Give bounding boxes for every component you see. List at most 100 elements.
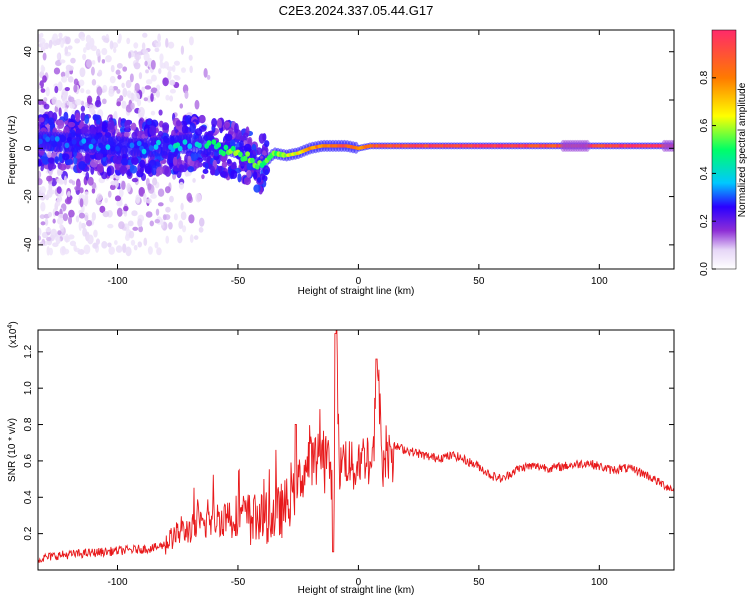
spectrogram-cloud [217, 165, 223, 172]
spectrogram-speckle [121, 82, 125, 88]
spectrogram-speckle [38, 235, 42, 241]
colorbar-tick-label: 0.6 [699, 118, 710, 132]
spectrogram-y-axis-label: Frequency (Hz) [7, 116, 18, 185]
spectrogram-speckle [150, 74, 157, 82]
spectrogram-speckle [144, 60, 148, 67]
spectrogram-ridge-cell [136, 140, 142, 147]
spectrogram-x-ticks: -100 -50 0 50 100 [107, 30, 608, 287]
spectrogram-speckle [113, 47, 117, 53]
spectrogram-ridge-cell [148, 145, 154, 151]
spectrogram-speckle [122, 243, 127, 254]
spectrogram-speckle [38, 178, 43, 186]
spectrogram-x-tick-label: -50 [231, 276, 246, 287]
spectrogram-speckle [154, 218, 161, 224]
spectrogram-speckle [132, 226, 139, 231]
spectrogram-cloud [189, 122, 196, 134]
spectrogram-speckle [64, 86, 70, 92]
spectrogram-speckle [154, 47, 160, 53]
spectrogram-speckle [127, 220, 134, 227]
spectrogram-cloud [246, 169, 252, 178]
spectrogram-speckle [48, 247, 54, 256]
spectrogram-speckle [60, 39, 64, 48]
spectrogram-speckle [45, 86, 50, 97]
spectrogram-speckle [58, 32, 63, 39]
spectrogram-speckle [198, 217, 205, 227]
spectrogram-speckle [116, 207, 123, 217]
spectrogram-speckle [75, 215, 80, 223]
spectrogram-cloud [190, 151, 199, 162]
spectrogram-speckle [56, 186, 62, 194]
snr-x-ticks: -100 -50 0 50 100 [107, 330, 608, 588]
spectrogram-speckle [188, 36, 194, 46]
spectrogram-speckle [128, 230, 135, 239]
spectrogram-speckle [78, 79, 85, 87]
spectrogram-speckle [46, 175, 53, 182]
colorbar-tick-label: 0.0 [699, 262, 710, 276]
spectrogram-speckle [92, 242, 99, 249]
spectrogram-cloud [219, 171, 228, 177]
spectrogram-x-tick-label: 0 [356, 276, 362, 287]
spectrogram-speckle [65, 36, 71, 45]
spectrogram-speckle [41, 41, 46, 52]
snr-x-tick-label: -100 [107, 577, 127, 588]
spectrogram-speckle [115, 245, 123, 253]
spectrogram-speckle [56, 168, 62, 177]
spectrogram-speckle [169, 95, 174, 102]
spectrogram-speckle [167, 70, 172, 81]
spectrogram-cloud [172, 156, 178, 166]
spectrogram-cloud [224, 122, 230, 129]
spectrogram-speckle [70, 57, 76, 64]
spectrogram-speckle [91, 188, 96, 194]
spectrogram-speckle [121, 180, 126, 190]
spectrogram-cloud [63, 111, 69, 121]
spectrogram-speckle [173, 60, 180, 66]
spectrogram-speckle [56, 217, 64, 225]
spectrogram-speckle [83, 244, 91, 255]
spectrogram-cloud [217, 118, 222, 129]
spectrogram-speckle [67, 76, 74, 83]
spectrogram-speckle [160, 218, 164, 226]
spectrogram-speckle [123, 205, 129, 212]
spectrogram-speckle [101, 59, 106, 64]
spectrogram-speckle [135, 194, 141, 204]
snr-x-tick-label: -50 [231, 577, 246, 588]
colorbar-ticks: 0.0 0.2 0.4 0.6 0.8 [699, 70, 716, 276]
spectrogram-cloud [161, 165, 170, 175]
spectrogram-cloud [131, 157, 139, 165]
spectrogram-ridge-cell [177, 145, 183, 152]
spectrogram-cloud [93, 114, 101, 121]
spectrogram-speckle [163, 61, 170, 69]
spectrogram-cloud [139, 167, 144, 175]
spectrogram-speckle [141, 42, 146, 51]
spectrogram-ridge-cell [110, 145, 116, 152]
spectrogram-speckle [55, 99, 63, 108]
spectrogram-speckle [99, 205, 106, 213]
spectrogram-panel: -100 -50 0 50 100 40 20 0 -20 -40 Height of stra… [7, 29, 675, 297]
spectrogram-cloud [107, 119, 115, 130]
spectrogram-speckle [80, 105, 86, 112]
spectrogram-speckle [58, 107, 62, 117]
spectrogram-cloud [264, 168, 269, 176]
spectrogram-ridge-cell [182, 139, 188, 145]
spectrogram-speckle [59, 59, 66, 64]
spectrogram-frame [37, 29, 675, 270]
spectrogram-speckle [137, 241, 142, 248]
spectrogram-cloud [119, 165, 128, 175]
spectrogram-speckle [86, 220, 93, 227]
spectrogram-speckle [131, 177, 139, 183]
spectrogram-speckle [38, 84, 41, 90]
chart-title: C2E3.2024.337.05.44.G17 [279, 3, 434, 18]
spectrogram-cloud [162, 122, 170, 131]
spectrogram-speckle [169, 79, 176, 86]
spectrogram-speckle [85, 171, 90, 181]
spectrogram-speckle [141, 86, 145, 95]
spectrogram-cloud [210, 168, 215, 176]
spectrogram-speckle [39, 214, 45, 219]
spectrogram-speckle [186, 192, 193, 202]
spectrogram-ridge-cell [216, 142, 222, 148]
spectrogram-speckle [113, 240, 118, 245]
spectrogram-speckle [143, 193, 147, 203]
spectrogram-cloud [57, 119, 65, 130]
spectrogram-x-tick-label: 50 [473, 276, 485, 287]
spectrogram-speckle [69, 103, 75, 109]
